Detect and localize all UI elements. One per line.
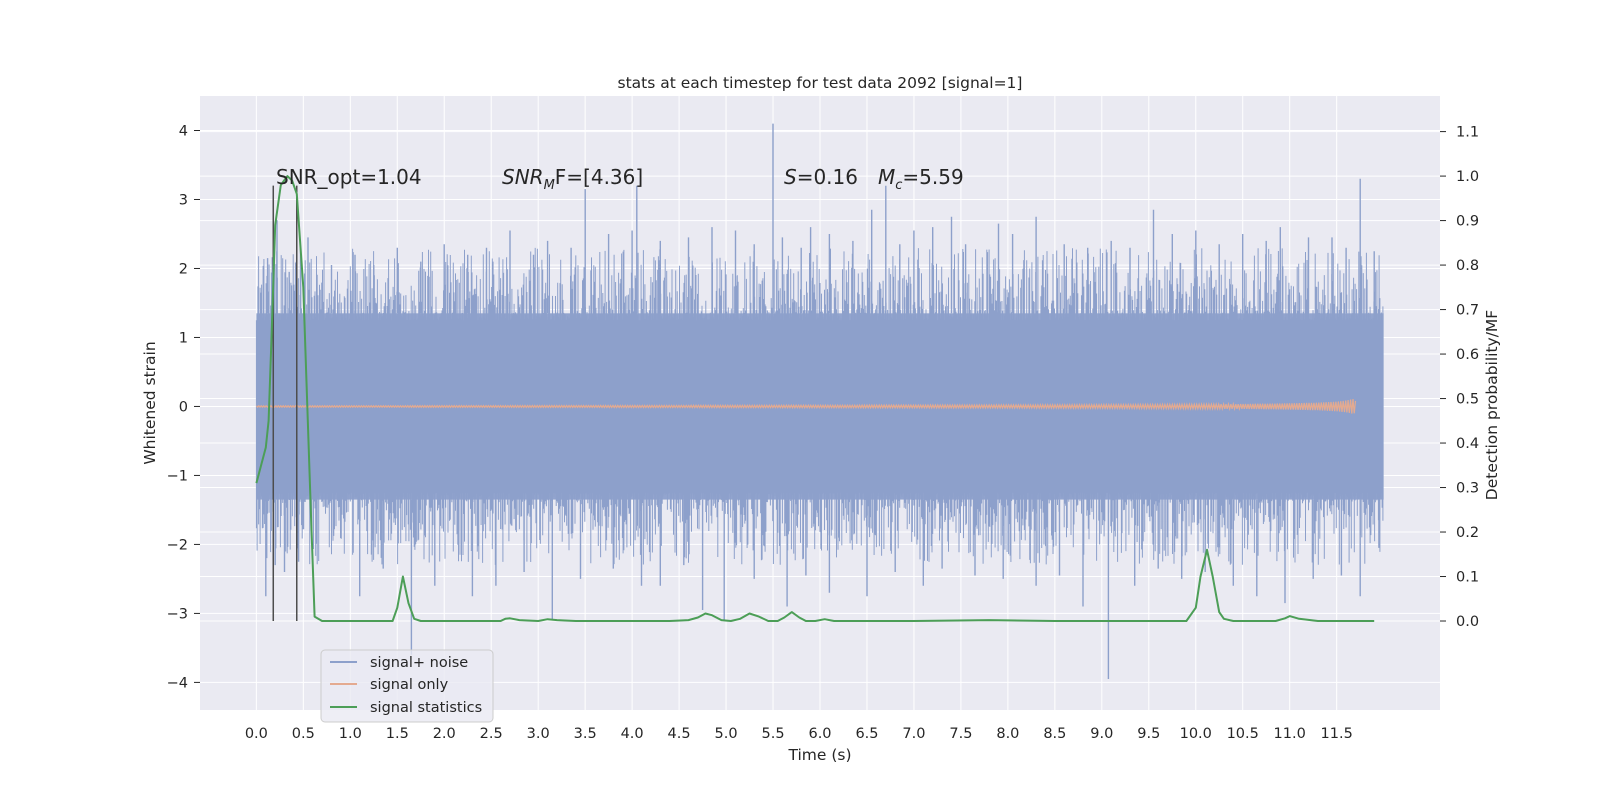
annotation-s: S=0.16 xyxy=(784,165,858,189)
y2-tick-label: 0.6 xyxy=(1456,347,1479,363)
chart-title: stats at each timestep for test data 209… xyxy=(618,74,1023,92)
y-tick-label: 1 xyxy=(179,330,188,346)
noise-trace xyxy=(255,247,1384,565)
x-tick-label: 0.5 xyxy=(292,726,315,742)
x-tick-label: 6.5 xyxy=(855,726,878,742)
y-tick-label: 3 xyxy=(179,192,188,208)
signal-only-line xyxy=(255,398,1357,414)
series-signal-statistics xyxy=(255,175,1375,622)
legend-label-signal-noise: signal+ noise xyxy=(370,655,468,671)
x-tick-label: 2.0 xyxy=(433,726,456,742)
y2-tick-label: 0.8 xyxy=(1456,258,1479,274)
x-tick-label: 10.0 xyxy=(1180,726,1212,742)
annotation-mc: Mc=5.59 xyxy=(878,165,964,193)
x-tick-label: 5.0 xyxy=(715,726,738,742)
legend: signal+ noise signal only signal statist… xyxy=(320,649,494,723)
y-tick-label: 0 xyxy=(179,399,188,415)
y-tick-label: −3 xyxy=(167,606,188,622)
annotation-snr-mf: SNRMF=[4.36] xyxy=(502,165,643,193)
y2-tick-label: 0.7 xyxy=(1456,303,1479,319)
y2-axis-label: Detection probability/MF xyxy=(1483,310,1501,501)
x-tick-label: 8.0 xyxy=(996,726,1019,742)
x-tick-label: 9.5 xyxy=(1137,726,1160,742)
y2-tick-label: 0.1 xyxy=(1456,570,1479,586)
y2-tick-label: 0.5 xyxy=(1456,392,1479,408)
x-tick-label: 4.5 xyxy=(668,726,691,742)
legend-label-signal-statistics: signal statistics xyxy=(370,700,482,716)
axis-ticks: 0.0 0.5 1.0 1.5 2.0 2.5 3.0 3.5 4.0 4.5 5.0 5.5 6.0 6… xyxy=(167,123,1479,742)
x-tick-label: 2.5 xyxy=(480,726,503,742)
x-tick-label: 7.0 xyxy=(902,726,925,742)
x-tick-label: 4.0 xyxy=(621,726,644,742)
annotation-snr-opt: SNR_opt=1.04 xyxy=(276,165,422,189)
y2-tick-label: 0.4 xyxy=(1456,436,1479,452)
x-tick-label: 6.0 xyxy=(808,726,831,742)
x-tick-label: 10.5 xyxy=(1227,726,1259,742)
y2-tick-label: 0.0 xyxy=(1456,614,1479,630)
x-tick-label: 11.0 xyxy=(1274,726,1306,742)
x-tick-label: 3.5 xyxy=(574,726,597,742)
x-tick-label: 0.0 xyxy=(245,726,268,742)
x-axis-label: Time (s) xyxy=(787,746,851,764)
y-axis-label: Whitened strain xyxy=(141,341,159,464)
y-tick-label: 2 xyxy=(179,261,188,277)
y2-tick-label: 1.0 xyxy=(1456,169,1479,185)
y-tick-label: −4 xyxy=(167,675,188,691)
y2-tick-label: 0.9 xyxy=(1456,214,1479,230)
series-signal-only xyxy=(255,398,1357,414)
y2-tick-label: 1.1 xyxy=(1456,125,1479,141)
y-tick-label: −2 xyxy=(167,537,188,553)
x-tick-label: 3.0 xyxy=(527,726,550,742)
x-tick-label: 11.5 xyxy=(1321,726,1353,742)
x-tick-label: 8.5 xyxy=(1043,726,1066,742)
x-tick-label: 1.5 xyxy=(386,726,409,742)
y2-tick-label: 0.2 xyxy=(1456,525,1479,541)
x-tick-label: 9.0 xyxy=(1090,726,1113,742)
legend-label-signal-only: signal only xyxy=(370,677,449,693)
y-tick-label: −1 xyxy=(167,468,188,484)
legend-box xyxy=(320,649,494,723)
x-tick-label: 7.5 xyxy=(949,726,972,742)
y-tick-label: 4 xyxy=(179,123,188,139)
noise-spikes xyxy=(260,123,1380,679)
x-tick-label: 1.0 xyxy=(339,726,362,742)
y2-tick-label: 0.3 xyxy=(1456,481,1479,497)
signal-statistics-line xyxy=(255,175,1375,622)
x-tick-label: 5.5 xyxy=(761,726,784,742)
